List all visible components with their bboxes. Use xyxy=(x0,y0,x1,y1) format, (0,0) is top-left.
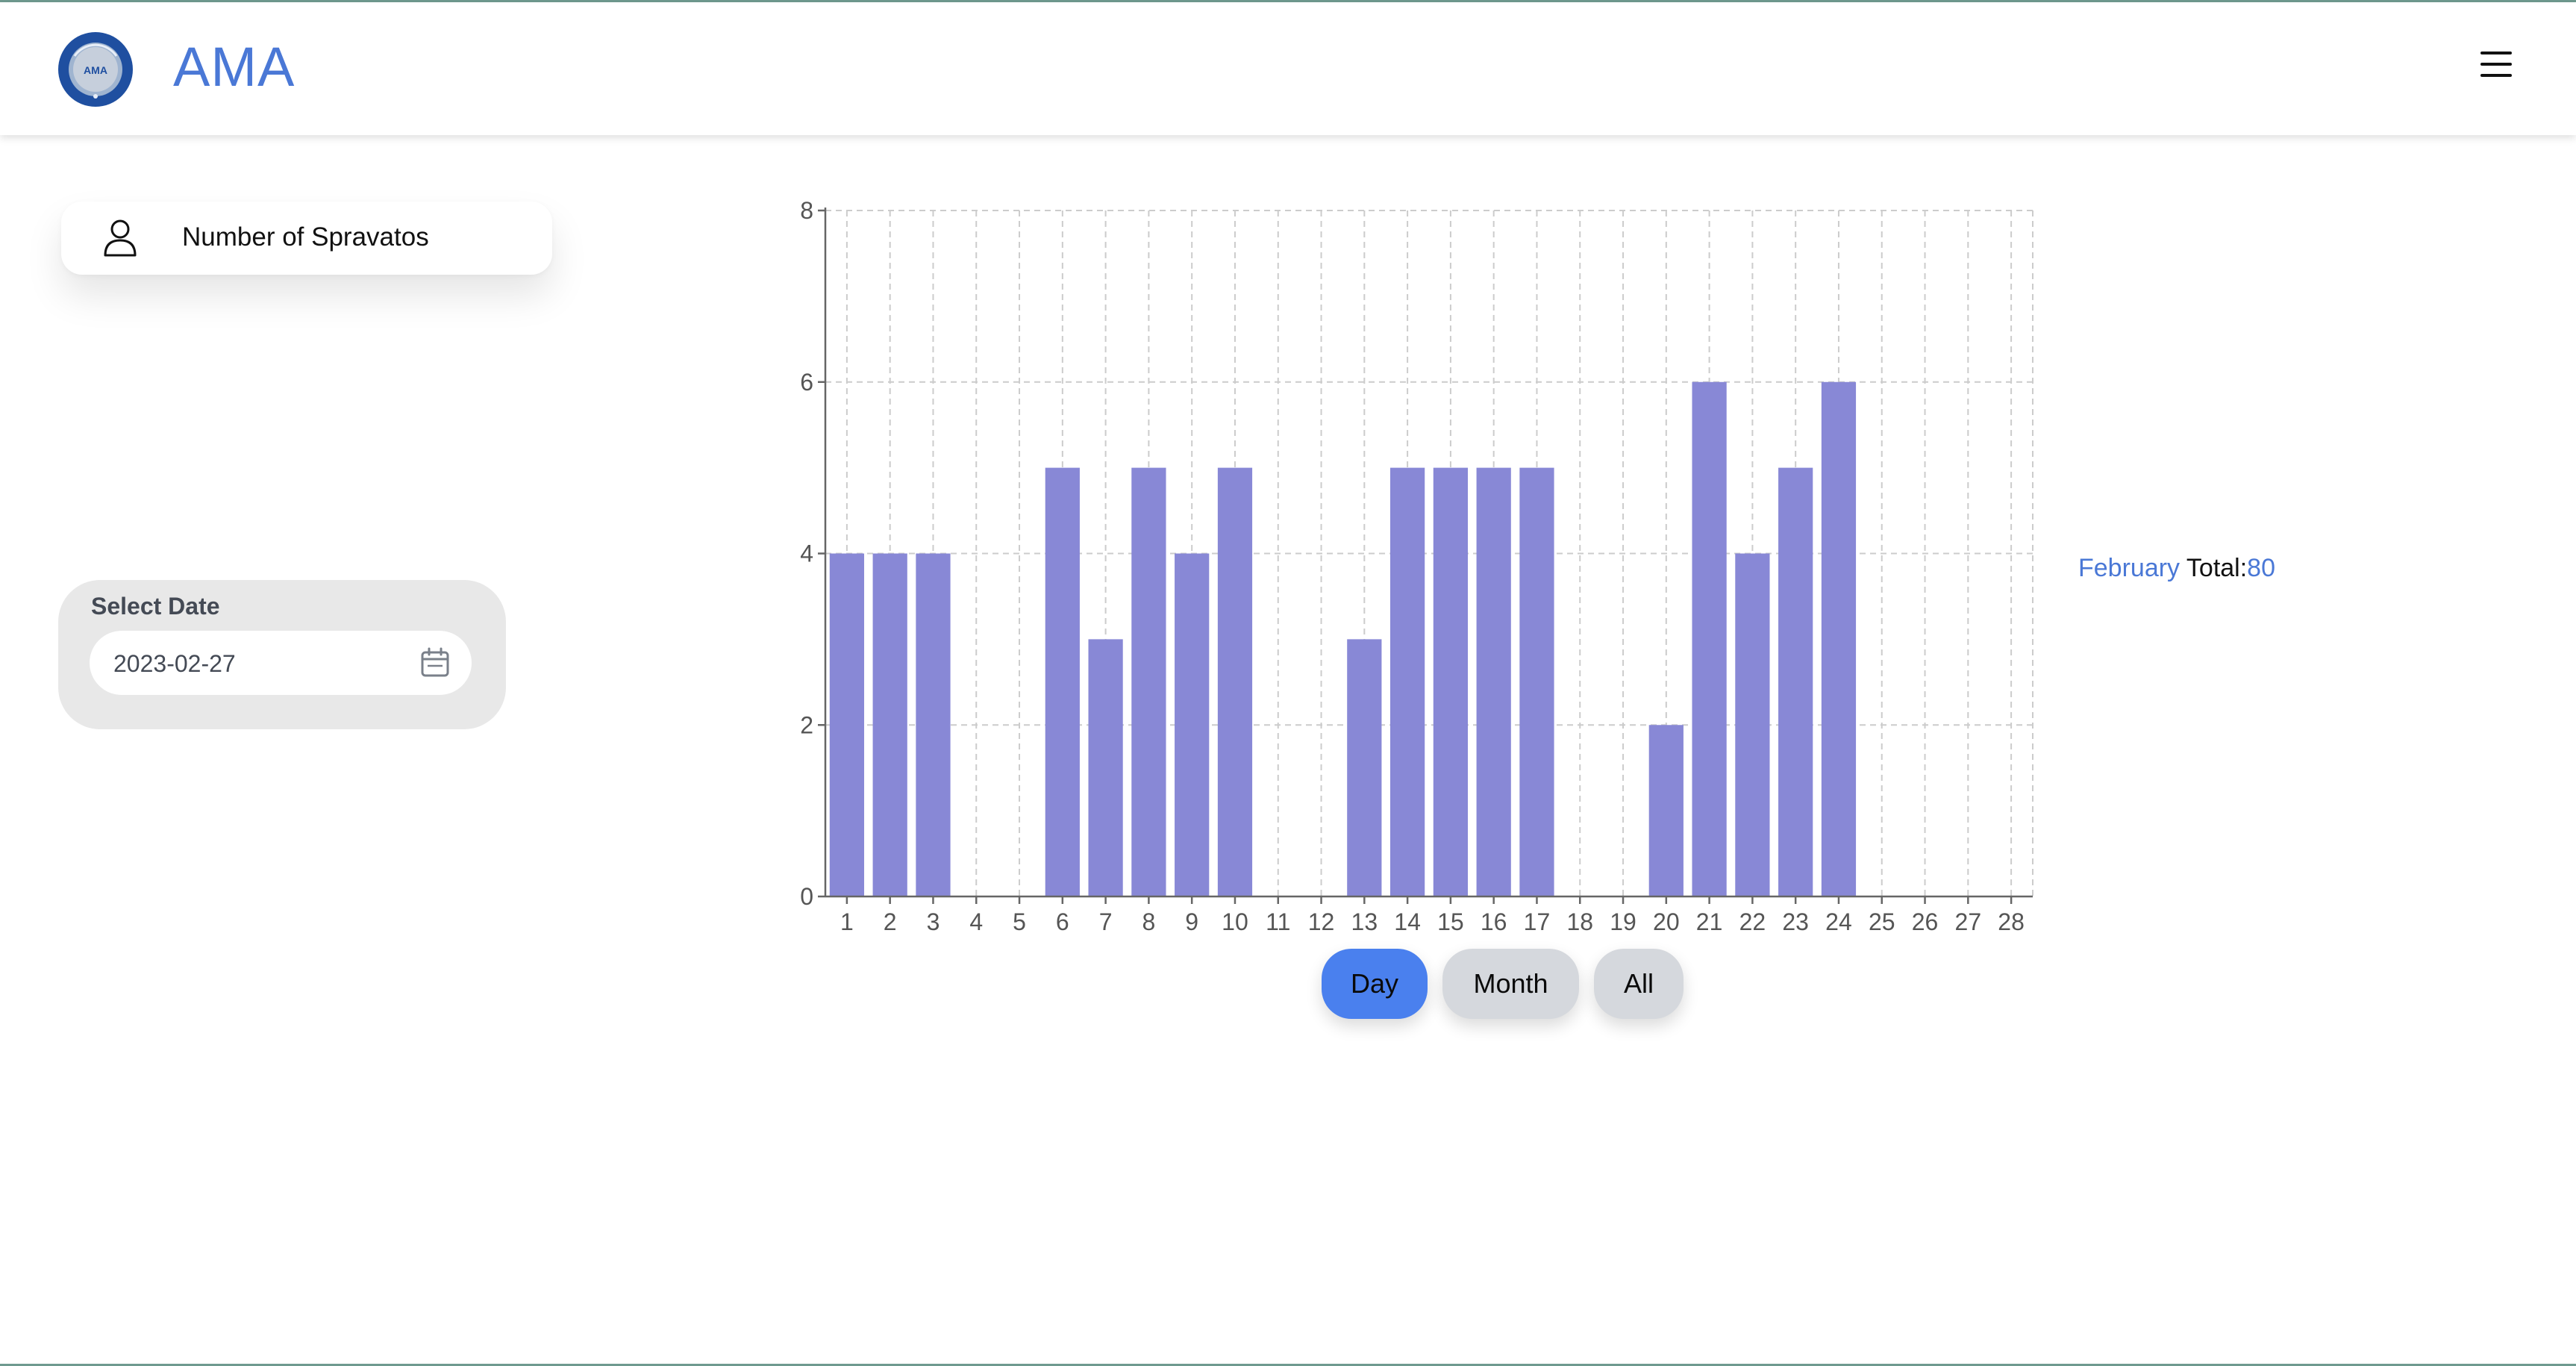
bar-day-3 xyxy=(916,553,951,896)
x-tick-label: 3 xyxy=(927,908,940,935)
x-tick-label: 13 xyxy=(1351,908,1378,935)
summary-month: February xyxy=(2078,554,2180,582)
svg-text:AMA: AMA xyxy=(84,64,107,76)
spravato-count-card[interactable]: Number of Spravatos xyxy=(61,202,552,275)
bar-day-8 xyxy=(1131,467,1166,896)
bar-day-10 xyxy=(1217,467,1253,896)
x-tick-label: 5 xyxy=(1013,908,1026,935)
calendar-icon[interactable] xyxy=(418,646,452,680)
x-tick-label: 20 xyxy=(1653,908,1680,935)
date-input[interactable]: 2023-02-27 xyxy=(90,631,472,695)
x-tick-label: 21 xyxy=(1696,908,1723,935)
x-tick-label: 15 xyxy=(1437,908,1464,935)
month-summary: February Total:80 xyxy=(2078,554,2275,583)
y-tick-label: 4 xyxy=(800,540,813,567)
bar-day-2 xyxy=(872,553,907,896)
x-tick-label: 18 xyxy=(1566,908,1593,935)
app-title: AMA xyxy=(173,36,296,98)
summary-total-value: 80 xyxy=(2247,554,2275,582)
ama-seal-logo[interactable]: AMA xyxy=(57,31,134,108)
x-tick-label: 22 xyxy=(1739,908,1766,935)
bar-day-13 xyxy=(1347,639,1382,896)
x-tick-label: 24 xyxy=(1825,908,1852,935)
x-tick-label: 8 xyxy=(1142,908,1155,935)
x-tick-label: 28 xyxy=(1998,908,2025,935)
month-range-button[interactable]: Month xyxy=(1442,949,1579,1019)
x-tick-label: 23 xyxy=(1782,908,1809,935)
x-tick-label: 6 xyxy=(1056,908,1069,935)
daily-bar-chart: 0 2 4 6 8 1 2 3 4 5 6 7 8 9 10 11 12 13 14 15 16 17 18 19 20 21 22… xyxy=(776,187,2075,948)
bar-day-1 xyxy=(829,553,865,896)
stat-card-label: Number of Spravatos xyxy=(182,222,429,252)
x-tick-label: 2 xyxy=(884,908,897,935)
top-header: AMA AMA xyxy=(0,2,2576,135)
bar-day-6 xyxy=(1045,467,1080,896)
date-input-value: 2023-02-27 xyxy=(113,650,236,677)
y-tick-label: 0 xyxy=(800,883,813,910)
user-icon xyxy=(104,219,137,257)
y-tick-label: 2 xyxy=(800,711,813,738)
bar-day-24 xyxy=(1821,381,1857,896)
x-tick-label: 26 xyxy=(1912,908,1939,935)
x-tick-label: 17 xyxy=(1524,908,1551,935)
bar-day-16 xyxy=(1476,467,1511,896)
x-tick-label: 10 xyxy=(1222,908,1248,935)
y-tick-label: 8 xyxy=(800,197,813,224)
x-tick-label: 12 xyxy=(1308,908,1335,935)
x-tick-label: 9 xyxy=(1185,908,1198,935)
x-tick-label: 14 xyxy=(1394,908,1421,935)
x-tick-label: 19 xyxy=(1610,908,1636,935)
all-range-button[interactable]: All xyxy=(1594,949,1684,1019)
x-tick-label: 1 xyxy=(840,908,854,935)
bar-day-22 xyxy=(1735,553,1770,896)
bar-day-14 xyxy=(1389,467,1425,896)
x-tick-label: 27 xyxy=(1955,908,1982,935)
hamburger-menu-icon[interactable] xyxy=(2476,47,2518,81)
summary-total-label: Total: xyxy=(2186,554,2248,582)
bar-day-21 xyxy=(1692,381,1727,896)
bar-day-15 xyxy=(1433,467,1469,896)
x-tick-label: 11 xyxy=(1266,908,1290,935)
bar-day-23 xyxy=(1778,467,1813,896)
bar-day-20 xyxy=(1648,725,1684,896)
x-tick-label: 7 xyxy=(1099,908,1113,935)
bar-day-7 xyxy=(1088,639,1123,896)
bar-day-9 xyxy=(1175,553,1210,896)
y-tick-label: 6 xyxy=(800,369,813,396)
x-tick-label: 16 xyxy=(1481,908,1507,935)
day-range-button[interactable]: Day xyxy=(1322,949,1428,1019)
x-tick-label: 25 xyxy=(1869,908,1895,935)
date-picker-panel: Select Date 2023-02-27 xyxy=(58,580,506,729)
bar-day-17 xyxy=(1519,467,1554,896)
x-tick-label: 4 xyxy=(969,908,983,935)
date-picker-label: Select Date xyxy=(91,593,220,620)
